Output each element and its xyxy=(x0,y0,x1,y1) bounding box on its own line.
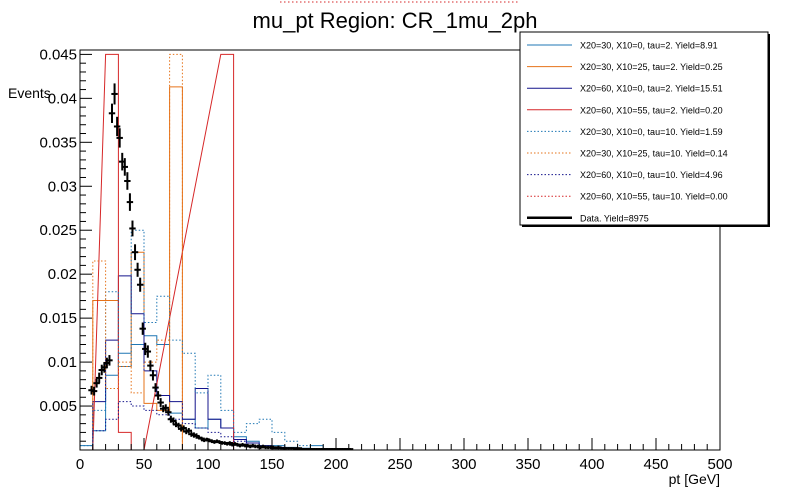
series-layer xyxy=(80,53,336,451)
series-5-histogram xyxy=(80,53,196,451)
x-tick-label: 300 xyxy=(451,456,476,473)
x-tick-label: 400 xyxy=(579,456,604,473)
y-tick-label: 0.025 xyxy=(39,222,77,239)
legend: X20=30, X10=0, tau=2. Yield=8.91 X20=30, … xyxy=(519,31,770,227)
legend-entry-5: X20=30, X10=25, tau=10. Yield=0.14 xyxy=(580,149,728,159)
x-tick-label: 50 xyxy=(136,456,153,473)
y-tick-label: 0.01 xyxy=(48,354,77,371)
y-tick-label: 0.035 xyxy=(39,134,77,151)
legend-entry-3: X20=60, X10=55, tau=2. Yield=0.20 xyxy=(580,105,723,115)
legend-entry-0: X20=30, X10=0, tau=2. Yield=8.91 xyxy=(580,41,718,51)
x-tick-label: 150 xyxy=(259,456,284,473)
x-tick-label: 500 xyxy=(707,456,732,473)
y-tick-label: 0.015 xyxy=(39,310,77,327)
legend-entry-4: X20=30, X10=0, tau=10. Yield=1.59 xyxy=(580,127,723,137)
x-tick-label: 100 xyxy=(195,456,220,473)
data-points-layer xyxy=(88,83,354,451)
series-3-histogram xyxy=(80,53,247,451)
chart-title: mu_pt Region: CR_1mu_2ph xyxy=(253,8,538,33)
x-tick-label: 250 xyxy=(387,456,412,473)
legend-entry-8: Data. Yield=8975 xyxy=(580,213,649,223)
y-tick-label: 0.02 xyxy=(48,266,77,283)
legend-entry-1: X20=30, X10=25, tau=2. Yield=0.25 xyxy=(580,62,723,72)
series-1-histogram xyxy=(80,86,196,451)
legend-entry-7: X20=60, X10=55, tau=10. Yield=0.00 xyxy=(580,192,728,202)
legend-box xyxy=(519,31,769,226)
x-tick-label: 200 xyxy=(323,456,348,473)
x-tick-label: 0 xyxy=(76,456,84,473)
y-tick-label: 0.04 xyxy=(48,90,77,107)
x-axis-label: pt [GeV] xyxy=(669,471,720,487)
axis-layer: 0 50 100 150 200 250 300 350 400 450 500 0.005 0.01 0… xyxy=(39,46,732,473)
legend-entry-6: X20=60, X10=0, tau=10. Yield=4.96 xyxy=(580,170,723,180)
y-tick-label: 0.045 xyxy=(39,46,77,63)
x-tick-label: 350 xyxy=(515,456,540,473)
y-tick-label: 0.005 xyxy=(39,398,77,415)
x-tick-label: 450 xyxy=(643,456,668,473)
y-axis-label: Events xyxy=(8,85,51,101)
legend-entry-2: X20=60, X10=0, tau=2. Yield=15.51 xyxy=(580,84,723,94)
y-tick-label: 0.03 xyxy=(48,178,77,195)
